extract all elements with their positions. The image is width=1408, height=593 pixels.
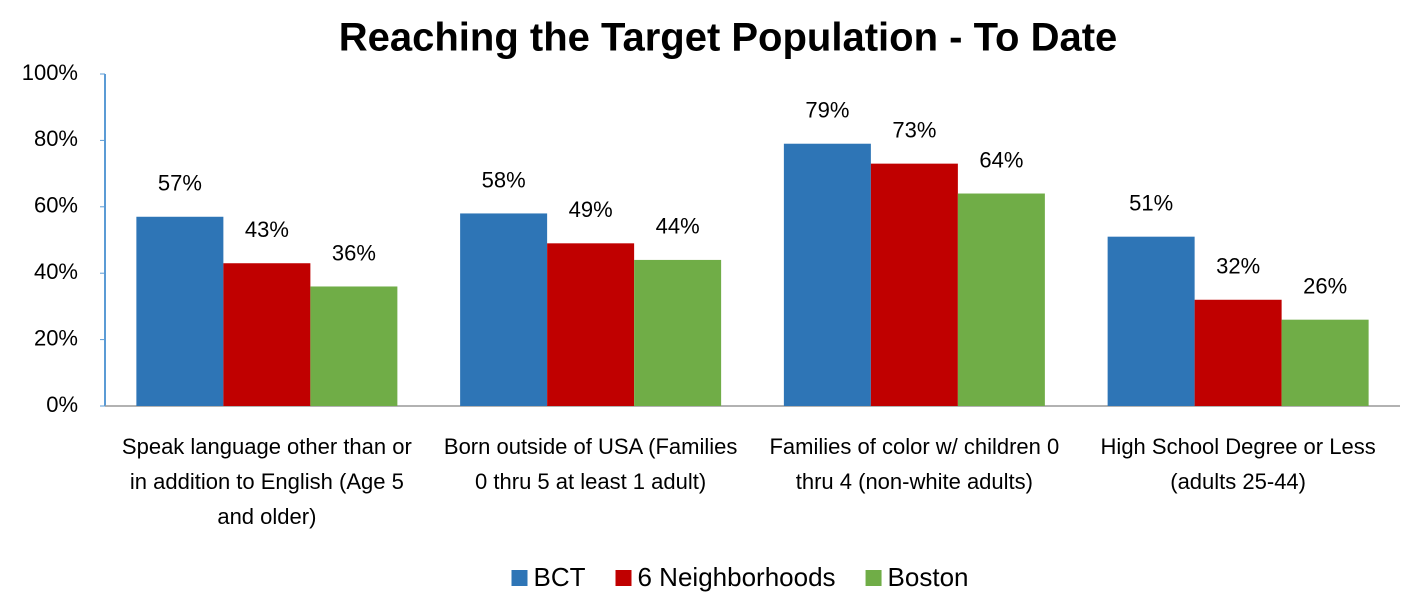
- bar: [1194, 299, 1282, 406]
- bar: [547, 243, 635, 406]
- bar: [870, 163, 958, 406]
- bar: [310, 286, 398, 406]
- data-label: 49%: [569, 197, 613, 222]
- bar: [957, 193, 1045, 406]
- bar: [783, 143, 871, 406]
- x-tick-label: Speak language other than or in addition…: [121, 434, 412, 529]
- bar: [460, 213, 548, 406]
- y-tick-label: 60%: [34, 193, 78, 218]
- legend-label: Boston: [888, 562, 969, 592]
- bar: [136, 216, 224, 406]
- data-label: 57%: [158, 171, 202, 196]
- data-label: 44%: [656, 214, 700, 239]
- data-label: 36%: [332, 240, 376, 265]
- legend-label: BCT: [534, 562, 586, 592]
- y-tick-label: 0%: [46, 392, 78, 417]
- bar: [634, 259, 722, 406]
- y-tick-label: 40%: [34, 259, 78, 284]
- data-label: 43%: [245, 217, 289, 242]
- data-label: 58%: [482, 167, 526, 192]
- data-label: 73%: [892, 117, 936, 142]
- y-tick-label: 80%: [34, 126, 78, 151]
- bar: [1107, 236, 1195, 406]
- legend-swatch: [615, 570, 632, 586]
- x-tick-label: High School Degree or Less (adults 25-44…: [1100, 434, 1376, 494]
- y-tick-label: 20%: [34, 325, 78, 350]
- data-label: 79%: [805, 98, 849, 123]
- bar: [223, 263, 311, 406]
- data-label: 32%: [1216, 254, 1260, 279]
- chart-title: Reaching the Target Population - To Date: [339, 16, 1118, 60]
- data-label: 26%: [1303, 273, 1347, 298]
- legend-swatch: [865, 570, 882, 586]
- y-tick-label: 100%: [22, 60, 78, 85]
- legend-swatch: [511, 570, 528, 586]
- legend-label: 6 Neighborhoods: [638, 562, 836, 592]
- data-label: 51%: [1129, 190, 1173, 215]
- data-label: 64%: [979, 147, 1023, 172]
- x-tick-label: Born outside of USA (Families 0 thru 5 a…: [443, 434, 738, 494]
- bar: [1281, 319, 1369, 406]
- x-tick-label: Families of color w/ children 0 thru 4 (…: [769, 434, 1060, 494]
